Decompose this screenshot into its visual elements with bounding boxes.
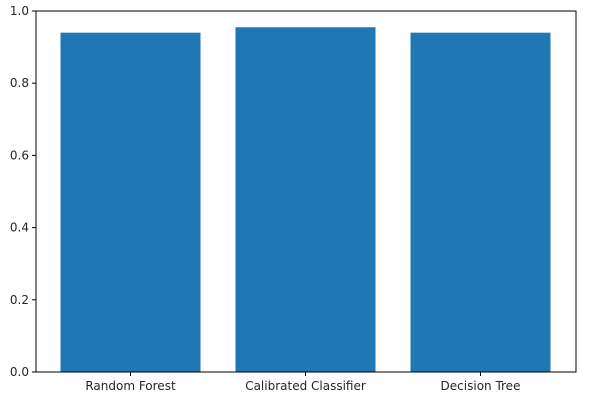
y-tick-label: 0.4 [10,221,29,235]
y-axis: 0.0 0.2 0.4 0.6 0.8 1.0 [10,4,36,379]
y-tick-label: 1.0 [10,4,29,18]
bar-calibrated-classifier [235,27,376,373]
x-tick-label: Calibrated Classifier [245,379,366,393]
bar-random-forest [60,32,201,372]
x-axis: Random Forest Calibrated Classifier Decisi… [85,372,520,393]
bars-group [60,27,551,373]
y-tick-label: 0.0 [10,365,29,379]
y-tick-label: 0.8 [10,76,29,90]
y-tick-label: 0.2 [10,293,29,307]
bar-decision-tree [410,32,551,372]
x-tick-label: Decision Tree [441,379,521,393]
y-tick-label: 0.6 [10,148,29,162]
x-tick-label: Random Forest [85,379,176,393]
plot-frame [35,10,577,373]
